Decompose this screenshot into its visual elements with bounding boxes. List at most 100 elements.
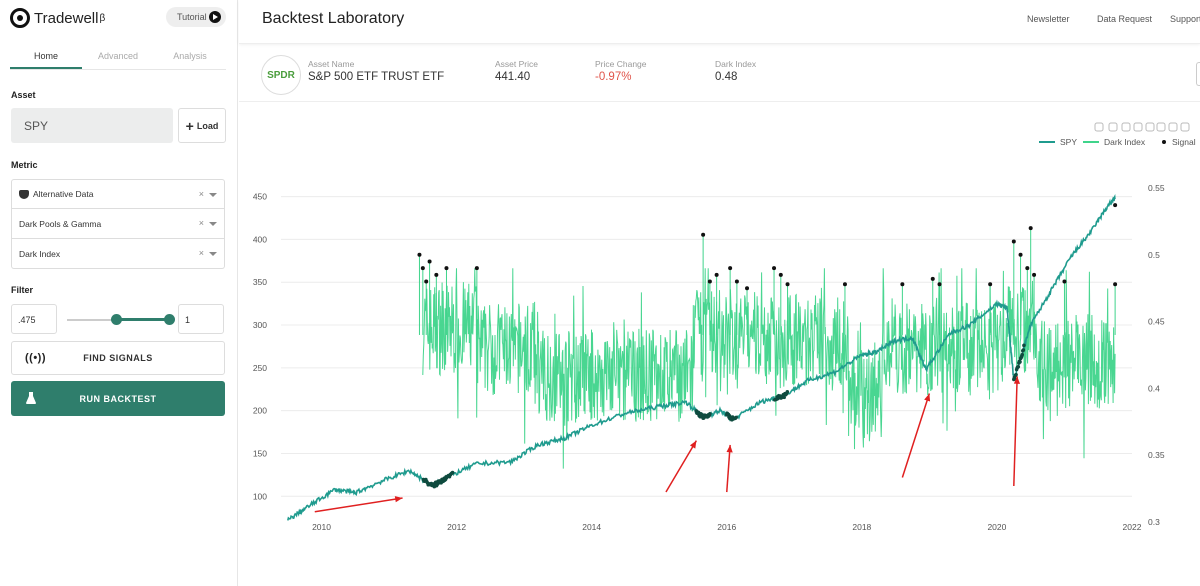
dark-index-stat: Dark Index 0.48	[715, 59, 756, 83]
lasso-icon	[1145, 122, 1155, 132]
y-left-tick-label: 150	[253, 448, 267, 458]
dark-index-value: 0.48	[715, 71, 738, 83]
signal-marker	[1025, 266, 1030, 271]
y-left-tick-label: 450	[253, 192, 267, 202]
y-left-tick-label: 400	[253, 234, 267, 244]
metric-value: Dark Pools & Gamma	[19, 218, 102, 229]
asset-section-label: Asset	[11, 90, 36, 100]
x-tick-label: 2010	[312, 522, 331, 532]
price-change-value: -0.97%	[595, 71, 632, 83]
annotation-arrowhead	[394, 496, 403, 503]
x-tick-label: 2016	[717, 522, 736, 532]
signal-marker	[444, 266, 449, 271]
dark-index-line	[422, 268, 1116, 469]
zoom-out-icon	[1168, 122, 1178, 132]
signal-marker	[424, 279, 429, 284]
annotation-arrowhead	[924, 393, 931, 402]
annotation-arrow	[901, 393, 931, 478]
sidebar-tabs: Home Advanced Analysis	[10, 44, 226, 70]
signal-marker	[707, 279, 712, 284]
y-left-tick-label: 250	[253, 363, 267, 373]
asset-input[interactable]: SPY	[11, 108, 173, 143]
signal-marker	[734, 279, 739, 284]
y-left-tick-label: 200	[253, 406, 267, 416]
filter-slider-min-handle[interactable]	[111, 314, 122, 325]
brand-beta-badge: β	[99, 12, 106, 24]
nav-data-request[interactable]: Data Request	[1097, 14, 1153, 24]
run-backtest-button[interactable]: RUN BACKTEST	[11, 381, 225, 416]
spy-signal-marker	[708, 411, 712, 416]
nav-newsletter[interactable]: Newsletter	[1027, 14, 1070, 24]
filter-max-input[interactable]: 1	[178, 304, 224, 334]
signal-marker	[900, 282, 905, 287]
nav-support[interactable]: Support	[1170, 14, 1200, 24]
camera-icon	[1094, 122, 1104, 132]
chevron-down-icon[interactable]	[209, 222, 217, 226]
clear-icon[interactable]: ×	[198, 189, 204, 199]
spy-signal-marker	[1021, 348, 1026, 352]
x-tick-label: 2022	[1123, 522, 1142, 532]
annotation-arrow	[1013, 376, 1018, 487]
play-icon	[209, 11, 221, 23]
y-left-tick-label: 100	[253, 491, 267, 501]
tab-home[interactable]: Home	[10, 44, 82, 69]
signal-marker	[930, 276, 935, 281]
annotation-arrow	[314, 497, 403, 513]
top-bar: Backtest Laboratory Newsletter Data Requ…	[239, 0, 1200, 44]
backtest-chart: SPY Dark Index Signal 100 150 200 250 300 350 40…	[239, 110, 1200, 586]
asset-name-value: S&P 500 ETF TRUST ETF	[308, 71, 445, 83]
metric-select-alternative-data[interactable]: Alternative Data ×	[11, 179, 225, 209]
asset-info-bar: SPDR Asset Name S&P 500 ETF TRUST ETF As…	[239, 50, 1200, 102]
x-tick-label: 2020	[987, 522, 1006, 532]
chart-svg: SPY Dark Index Signal 100 150 200 250 300 350 40…	[253, 122, 1196, 532]
filter-section-label: Filter	[11, 285, 34, 295]
x-tick-label: 2012	[447, 522, 466, 532]
select-icon	[1133, 122, 1143, 132]
signal-marker	[1018, 252, 1023, 257]
y-right-tick-label: 0.3	[1148, 517, 1160, 527]
spy-signal-marker	[450, 470, 455, 475]
spy-signal-marker	[1018, 360, 1022, 364]
x-tick-label: 2014	[582, 522, 601, 532]
signal-marker	[772, 266, 777, 271]
flask-icon	[26, 392, 36, 404]
signal-marker	[1062, 279, 1067, 284]
signal-marker	[1032, 272, 1037, 277]
asset-price-label: Asset Price	[495, 59, 538, 69]
spy-signal-marker	[1016, 365, 1021, 369]
asset-name-stat: Asset Name S&P 500 ETF TRUST ETF	[308, 59, 444, 83]
spdr-logo: SPDR	[261, 55, 301, 95]
metric-select-dark-index[interactable]: Dark Index ×	[11, 239, 225, 269]
spy-signal-marker	[734, 415, 739, 420]
asset-price-value: 441.40	[495, 71, 531, 83]
tutorial-label: Tutorial	[177, 12, 207, 22]
signal-marker	[937, 282, 942, 287]
zoom-icon	[1108, 122, 1118, 132]
annotation-arrowhead	[1013, 376, 1021, 384]
tutorial-button[interactable]: Tutorial	[166, 7, 226, 27]
load-button[interactable]: + Load	[178, 108, 226, 143]
signal-marker	[728, 266, 733, 271]
clear-icon[interactable]: ×	[198, 248, 204, 258]
pan-icon	[1121, 122, 1131, 132]
signal-marker	[1028, 226, 1033, 231]
metric-select-dark-pools[interactable]: Dark Pools & Gamma ×	[11, 209, 225, 239]
tab-advanced[interactable]: Advanced	[97, 51, 139, 61]
signal-marker	[714, 272, 719, 277]
tab-analysis[interactable]: Analysis	[173, 51, 207, 61]
metric-section-label: Metric	[11, 160, 38, 170]
filter-slider-max-handle[interactable]	[164, 314, 175, 325]
chevron-down-icon[interactable]	[209, 252, 217, 256]
filter-min-input[interactable]: .475	[11, 304, 57, 334]
clear-icon[interactable]: ×	[198, 218, 204, 228]
spy-signal-marker	[785, 390, 790, 394]
brand[interactable]: Tradewell β	[10, 8, 105, 28]
find-signals-button[interactable]: ((•)) FIND SIGNALS	[11, 341, 225, 375]
brand-name: Tradewell	[34, 9, 99, 27]
signal-marker	[417, 252, 422, 257]
chevron-down-icon[interactable]	[209, 193, 217, 197]
annotation-arrowhead	[689, 440, 697, 449]
panel-toggle[interactable]	[1196, 62, 1200, 86]
spy-signal-marker	[1022, 343, 1026, 348]
